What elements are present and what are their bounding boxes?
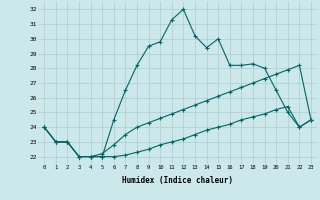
X-axis label: Humidex (Indice chaleur): Humidex (Indice chaleur): [122, 176, 233, 185]
